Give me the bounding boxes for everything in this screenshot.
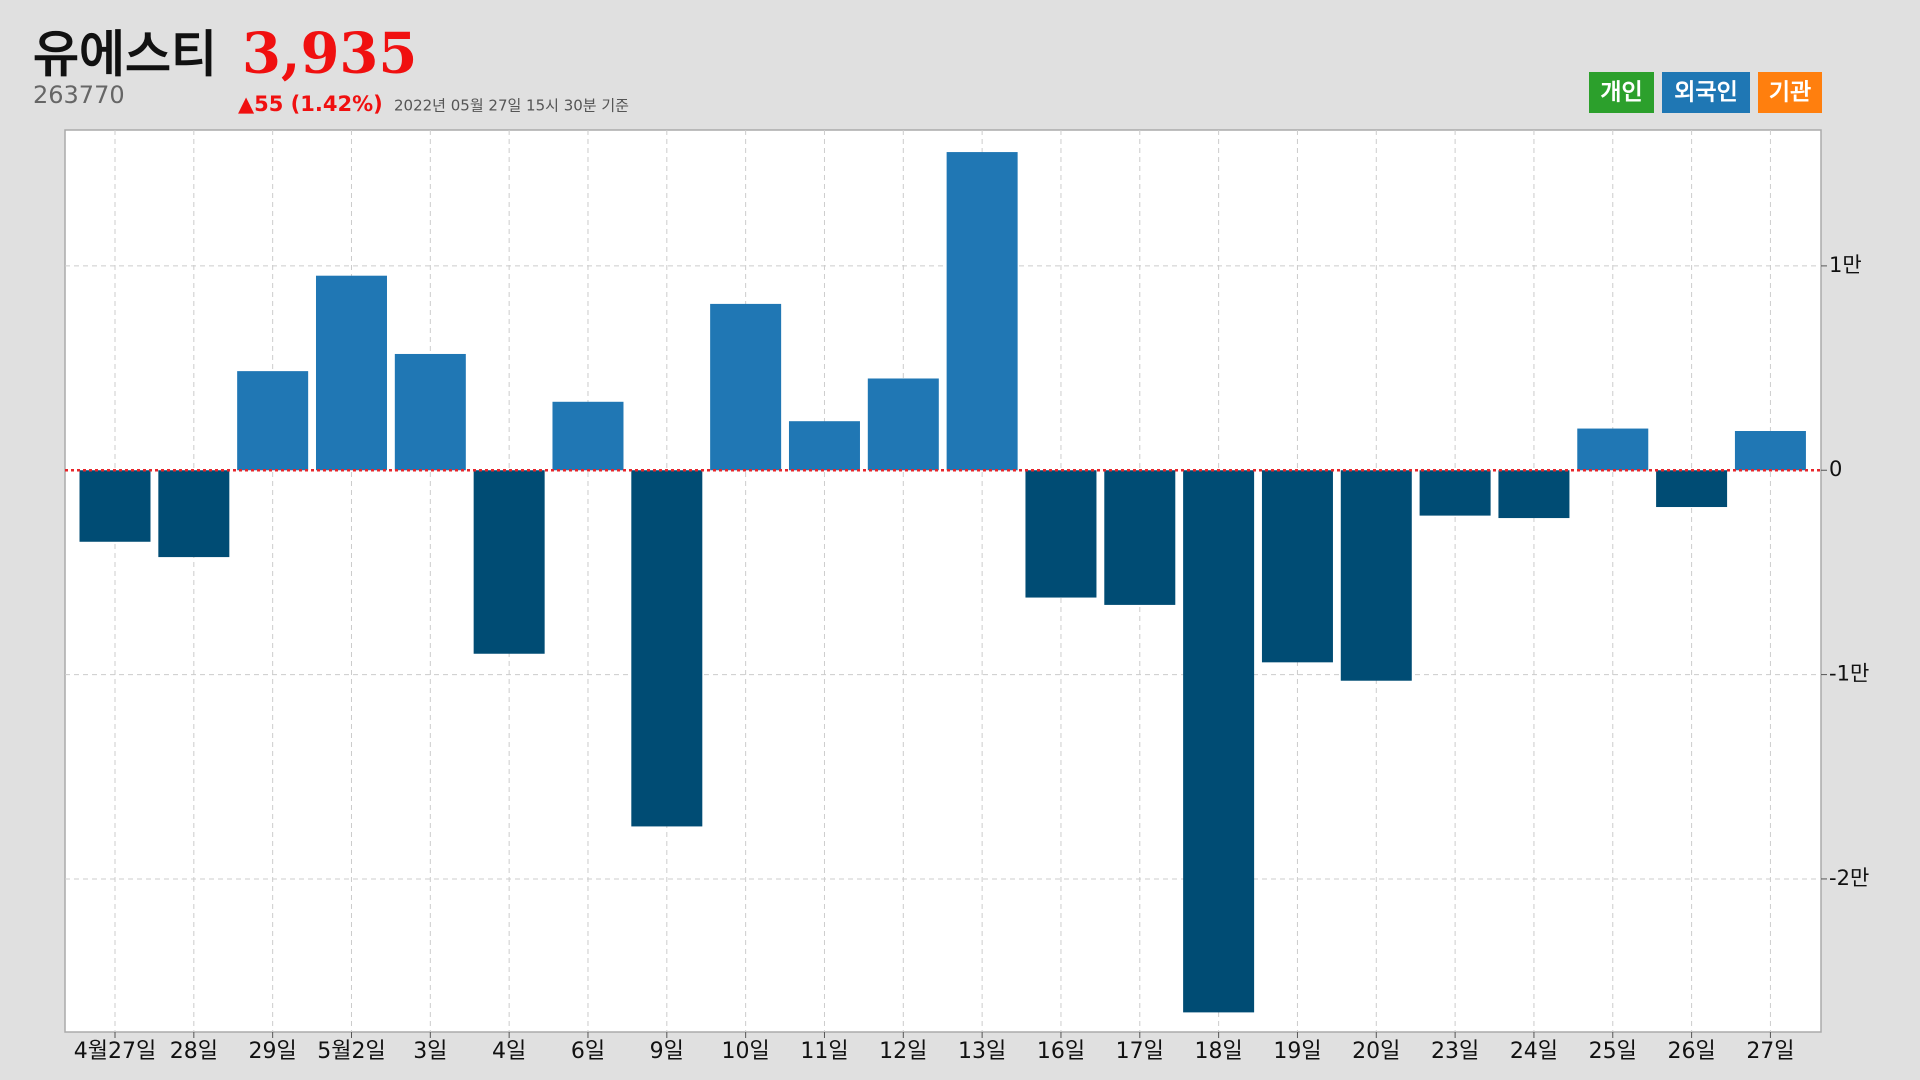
x-tick-label: 12일 — [879, 1039, 927, 1064]
legend-toggle-label[interactable]: 개인 — [1600, 80, 1642, 106]
bar — [158, 470, 230, 558]
bar — [946, 152, 1018, 471]
bar — [1025, 470, 1097, 598]
x-tick-label: 26일 — [1667, 1039, 1715, 1064]
y-tick-label: 0 — [1829, 457, 1842, 481]
stock-code: 263770 — [33, 81, 125, 109]
bar — [867, 378, 939, 471]
x-tick-label: 3일 — [413, 1039, 447, 1064]
plot-area — [64, 129, 1822, 1033]
bar — [1340, 470, 1412, 681]
bar — [1577, 428, 1649, 471]
bar — [473, 470, 545, 654]
legend-toggle[interactable] — [1589, 72, 1654, 113]
x-tick-label: 13일 — [958, 1039, 1006, 1064]
x-tick-label: 25일 — [1589, 1039, 1637, 1064]
x-tick-label: 18일 — [1195, 1039, 1243, 1064]
x-tick-label: 17일 — [1116, 1039, 1164, 1064]
x-tick-label: 24일 — [1510, 1039, 1558, 1064]
x-tick-label: 4일 — [492, 1039, 526, 1064]
y-tick-label: -2만 — [1829, 866, 1869, 890]
x-tick-label: 29일 — [249, 1039, 297, 1064]
bar — [631, 470, 703, 827]
x-tick-label: 4월27일 — [74, 1039, 156, 1064]
bar — [79, 470, 151, 542]
x-tick-label: 27일 — [1746, 1039, 1794, 1064]
bar — [1104, 470, 1176, 605]
legend-toggle[interactable] — [1662, 72, 1750, 113]
bar — [1183, 470, 1255, 1013]
price-change: ▲55 (1.42%) — [238, 92, 383, 116]
legend-toggle-label[interactable]: 기관 — [1769, 80, 1811, 106]
bar — [1261, 470, 1333, 663]
bar — [315, 275, 387, 471]
bar — [1656, 470, 1728, 508]
x-tick-label: 6일 — [571, 1039, 605, 1064]
bar — [237, 371, 309, 471]
legend-toggle-label[interactable]: 외국인 — [1674, 80, 1737, 106]
bar — [1419, 470, 1491, 516]
legend-toggle[interactable] — [1758, 72, 1822, 113]
y-tick-label: -1만 — [1829, 662, 1869, 686]
bar — [1498, 470, 1570, 519]
x-tick-label: 28일 — [170, 1039, 218, 1064]
stock-name: 유에스티 — [33, 26, 217, 84]
x-tick-label: 5월2일 — [317, 1039, 385, 1064]
bar — [788, 421, 860, 471]
x-tick-label: 19일 — [1273, 1039, 1321, 1064]
bar — [552, 401, 624, 471]
x-tick-label: 23일 — [1431, 1039, 1479, 1064]
bar — [1734, 431, 1806, 471]
x-tick-label: 11일 — [800, 1039, 848, 1064]
bar — [710, 303, 782, 471]
timestamp: 2022년 05월 27일 15시 30분 기준 — [394, 97, 629, 115]
bar — [394, 353, 466, 471]
x-tick-label: 16일 — [1037, 1039, 1085, 1064]
stock-price: 3,935 — [242, 21, 417, 87]
x-tick-label: 9일 — [650, 1039, 684, 1064]
x-tick-label: 20일 — [1352, 1039, 1400, 1064]
x-tick-label: 10일 — [722, 1039, 770, 1064]
y-tick-label: 1만 — [1829, 253, 1862, 277]
